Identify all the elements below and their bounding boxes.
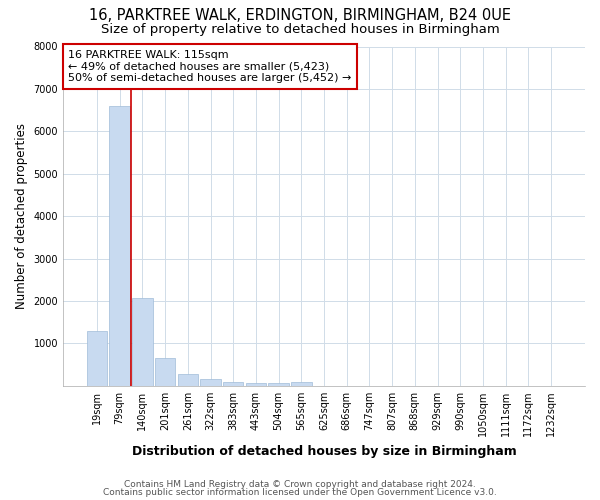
Bar [109, 106, 130, 386]
Text: Size of property relative to detached houses in Birmingham: Size of property relative to detached ho… [101, 22, 499, 36]
Bar [155, 358, 175, 386]
Bar [291, 382, 311, 386]
Bar [178, 374, 198, 386]
Text: Contains HM Land Registry data © Crown copyright and database right 2024.: Contains HM Land Registry data © Crown c… [124, 480, 476, 489]
Bar [245, 384, 266, 386]
X-axis label: Distribution of detached houses by size in Birmingham: Distribution of detached houses by size … [131, 444, 517, 458]
Bar [268, 384, 289, 386]
Text: 16 PARKTREE WALK: 115sqm
← 49% of detached houses are smaller (5,423)
50% of sem: 16 PARKTREE WALK: 115sqm ← 49% of detach… [68, 50, 352, 83]
Bar [87, 330, 107, 386]
Bar [200, 380, 221, 386]
Text: 16, PARKTREE WALK, ERDINGTON, BIRMINGHAM, B24 0UE: 16, PARKTREE WALK, ERDINGTON, BIRMINGHAM… [89, 8, 511, 22]
Bar [132, 298, 152, 386]
Y-axis label: Number of detached properties: Number of detached properties [15, 123, 28, 309]
Bar [223, 382, 244, 386]
Text: Contains public sector information licensed under the Open Government Licence v3: Contains public sector information licen… [103, 488, 497, 497]
